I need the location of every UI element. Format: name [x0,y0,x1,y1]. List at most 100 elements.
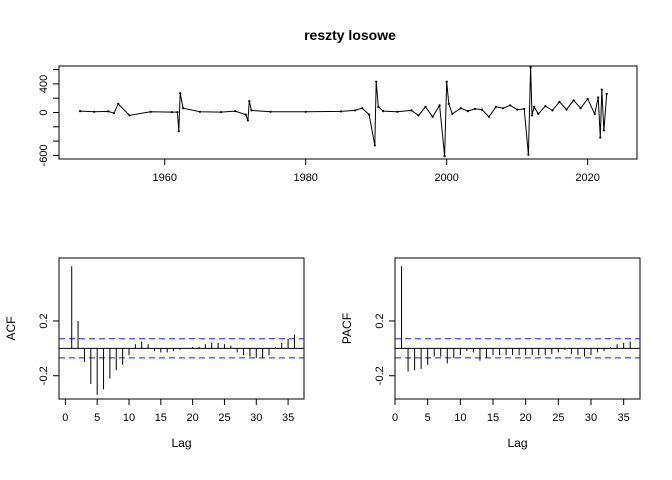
x-tick-label: 15 [487,412,499,424]
data-point [176,111,179,114]
data-point [523,107,526,110]
data-point [494,105,498,108]
data-point [509,104,512,107]
x-tick-label: 1980 [293,172,317,184]
data-point [382,110,385,113]
data-point [473,107,476,110]
data-point [551,109,554,112]
y-tick-label: 0.2 [38,313,50,328]
x-tick-label: 35 [618,412,630,424]
data-point [565,108,568,111]
data-point [128,114,131,117]
data-point [487,115,491,118]
time-series-panel: 1960 1980 2000 2020 -600 0 400 [38,65,638,184]
data-point [250,109,253,112]
data-point [182,107,185,110]
data-point [112,112,116,115]
data-point [179,92,182,95]
y-tick-label: 400 [38,75,50,93]
data-point [375,80,378,83]
data-point [586,97,589,100]
plot-frame [394,257,641,400]
y-tick-label: 0 [38,109,50,115]
x-axis-label: Lag [171,436,191,450]
data-point [117,102,120,105]
data-point [396,110,399,113]
data-point [107,110,110,113]
data-point [246,119,249,122]
data-point [373,144,376,147]
data-point [177,130,180,133]
data-point [544,105,547,108]
x-tick-label: 5 [425,412,431,424]
data-point [572,99,575,102]
x-tick-label: 5 [94,412,100,424]
data-point [353,109,357,112]
data-point [339,110,343,113]
x-tick-label: 1960 [152,172,176,184]
x-tick-label: 30 [585,412,597,424]
data-point [368,113,371,116]
data-point [269,110,272,113]
pacf-panel: 0 5 10 15 20 25 30 35 -0.2 0.2 Lag PACF [340,257,641,450]
acf-panel: 0 5 10 15 20 25 30 35 -0.2 0.2 Lag ACF [4,257,305,450]
x-tick-label: 25 [218,412,230,424]
plot-frame [58,257,305,400]
data-point [599,136,602,139]
y-axis-label: PACF [340,313,354,344]
x-axis-label: Lag [507,436,527,450]
data-point [431,115,434,118]
x-tick-label: 15 [155,412,167,424]
data-point [438,104,441,107]
x-tick-label: 25 [552,412,564,424]
data-point [377,105,380,108]
y-tick-label: 0.2 [374,313,386,328]
data-point [361,107,364,110]
data-point [234,110,237,113]
data-point [602,129,606,132]
data-point [597,96,600,99]
x-tick-label: 30 [250,412,262,424]
data-point [533,105,536,108]
data-point [480,108,483,111]
data-point [220,111,223,114]
data-point [537,112,540,115]
data-point [530,114,534,117]
data-point [304,110,307,113]
y-tick-label: -0.2 [374,366,386,385]
data-point [605,92,608,95]
data-point [410,109,413,112]
series-line [80,67,608,157]
data-point [445,80,448,83]
data-point [600,88,603,91]
data-point [443,155,446,158]
x-tick-label: 10 [123,412,135,424]
data-point [529,66,532,69]
data-point [79,110,82,113]
data-point [447,102,450,105]
data-point [424,105,427,108]
data-point [170,111,173,114]
data-point [198,110,202,113]
y-axis-label: ACF [4,317,18,341]
data-point [451,112,454,115]
x-tick-label: 35 [282,412,294,424]
data-point [579,107,582,110]
x-tick-label: 2000 [434,172,458,184]
x-tick-label: 0 [62,412,68,424]
data-point [593,112,596,115]
data-point [527,153,530,156]
x-tick-label: 10 [454,412,466,424]
data-point [502,107,505,110]
y-tick-label: -0.2 [38,366,50,385]
data-point [466,110,469,113]
data-point [516,108,519,111]
data-point [558,100,561,103]
data-point [244,113,247,116]
x-tick-label: 20 [187,412,199,424]
x-tick-label: 2020 [575,172,599,184]
chart-title: reszty losowe [304,27,396,43]
data-point [248,100,251,103]
x-tick-label: 0 [392,412,398,424]
